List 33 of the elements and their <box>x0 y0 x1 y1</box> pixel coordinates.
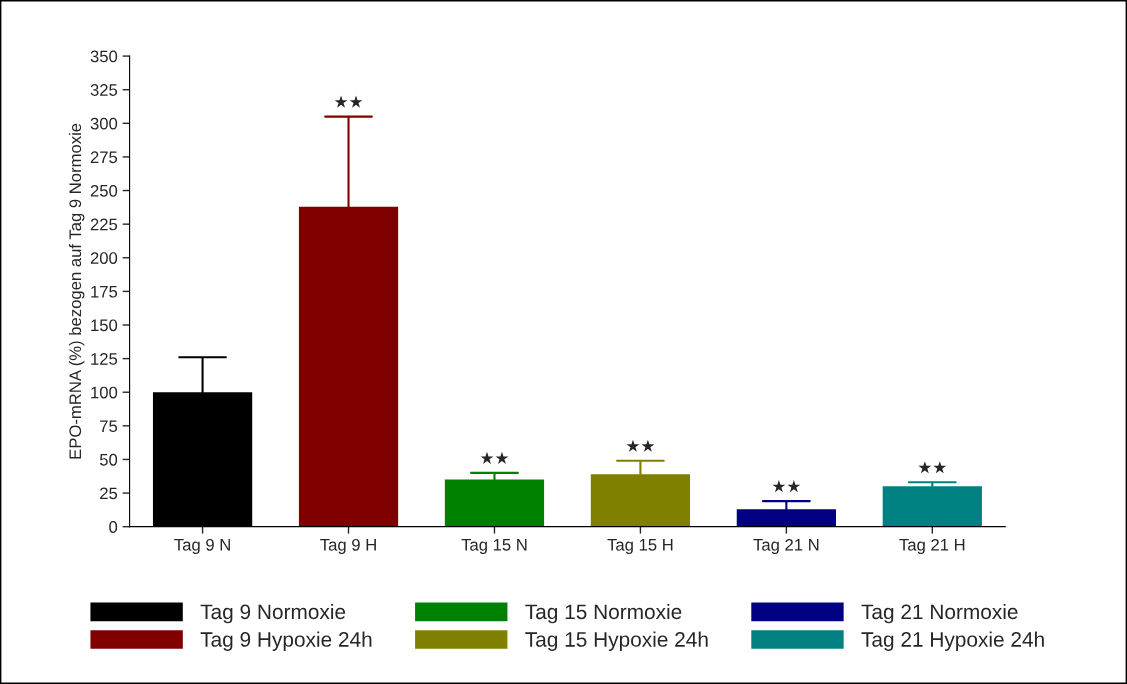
legend-label: Tag 21 Hypoxie 24h <box>861 631 1044 651</box>
y-tick-label: 275 <box>90 151 118 164</box>
legend-label: Tag 9 Hypoxie 24h <box>200 631 372 651</box>
legend-label: Tag 15 Normoxie <box>525 603 682 624</box>
annotation: ★★ <box>772 480 801 493</box>
y-tick-label: 25 <box>100 487 118 500</box>
y-tick-label: 175 <box>91 285 118 298</box>
x-tick-label: Tag 15 H <box>607 539 673 555</box>
y-tick-label: 0 <box>109 521 118 533</box>
y-tick-label: 125 <box>91 353 118 365</box>
y-tick-label: 350 <box>90 50 118 63</box>
legend-label: Tag 9 Normoxie <box>200 603 346 624</box>
annotation: ★★ <box>626 439 655 452</box>
x-tick-label: Tag 21 N <box>753 538 819 555</box>
annotation: ★★ <box>480 451 509 464</box>
y-tick-label: 300 <box>90 117 118 130</box>
annotation: ★★ <box>334 95 363 108</box>
legend-label: Tag 21 Normoxie <box>861 603 1018 624</box>
x-tick-label: Tag 9 N <box>174 538 230 555</box>
y-tick-label: 50 <box>99 453 118 466</box>
x-tick-label: Tag 9 H <box>320 538 376 555</box>
x-tick-label: Tag 15 N <box>461 539 527 555</box>
y-tick-label: 75 <box>100 420 118 433</box>
y-tick-label: 225 <box>90 218 118 231</box>
y-tick-label: 200 <box>90 252 118 264</box>
y-tick-label: 150 <box>91 319 118 332</box>
y-axis-title: EPO-mRNA (%) bezogen auf Tag 9 Normoxie <box>68 123 85 459</box>
x-tick-label: Tag 21 H <box>899 538 965 555</box>
y-tick-label: 250 <box>90 184 118 197</box>
y-tick-label: 325 <box>90 84 118 96</box>
y-tick-label: 100 <box>91 386 118 399</box>
legend-label: Tag 15 Hypoxie 24h <box>525 631 708 651</box>
annotation: ★★ <box>918 461 947 474</box>
